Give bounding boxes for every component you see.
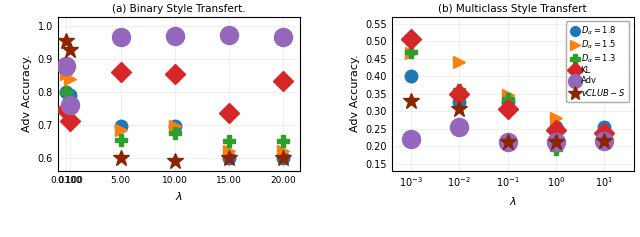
Y-axis label: Adv Accuracy.: Adv Accuracy.	[349, 55, 360, 132]
X-axis label: $\lambda$: $\lambda$	[509, 195, 516, 207]
Legend: $D_{\alpha}=1.8$, $D_{\alpha}=1.5$, $D_{\alpha}=1.3$, KL, Adv, $vCLUB-S$: $D_{\alpha}=1.8$, $D_{\alpha}=1.5$, $D_{…	[566, 21, 629, 102]
X-axis label: $\lambda$: $\lambda$	[175, 190, 182, 202]
Y-axis label: Adv Accuracy.: Adv Accuracy.	[22, 55, 32, 132]
Title: (a) Binary Style Transfert.: (a) Binary Style Transfert.	[112, 5, 245, 14]
Title: (b) Multiclass Style Transfert: (b) Multiclass Style Transfert	[438, 5, 587, 14]
